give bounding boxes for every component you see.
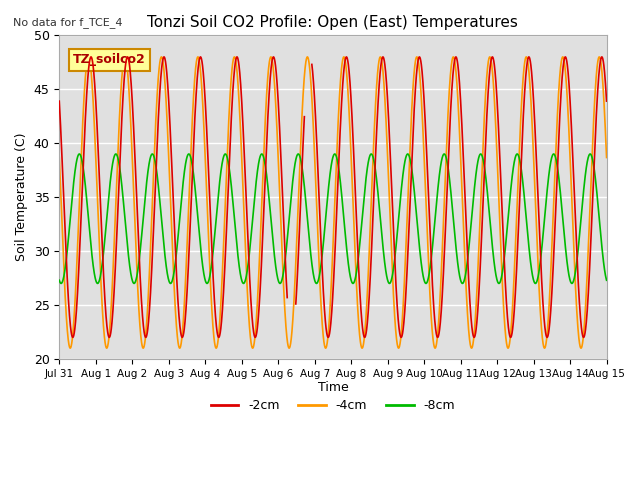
- Text: TZ_soilco2: TZ_soilco2: [73, 53, 146, 66]
- Title: Tonzi Soil CO2 Profile: Open (East) Temperatures: Tonzi Soil CO2 Profile: Open (East) Temp…: [147, 15, 518, 30]
- X-axis label: Time: Time: [317, 382, 348, 395]
- Y-axis label: Soil Temperature (C): Soil Temperature (C): [15, 133, 28, 262]
- Legend: -2cm, -4cm, -8cm: -2cm, -4cm, -8cm: [205, 395, 460, 418]
- Text: No data for f_TCE_4: No data for f_TCE_4: [13, 17, 122, 28]
